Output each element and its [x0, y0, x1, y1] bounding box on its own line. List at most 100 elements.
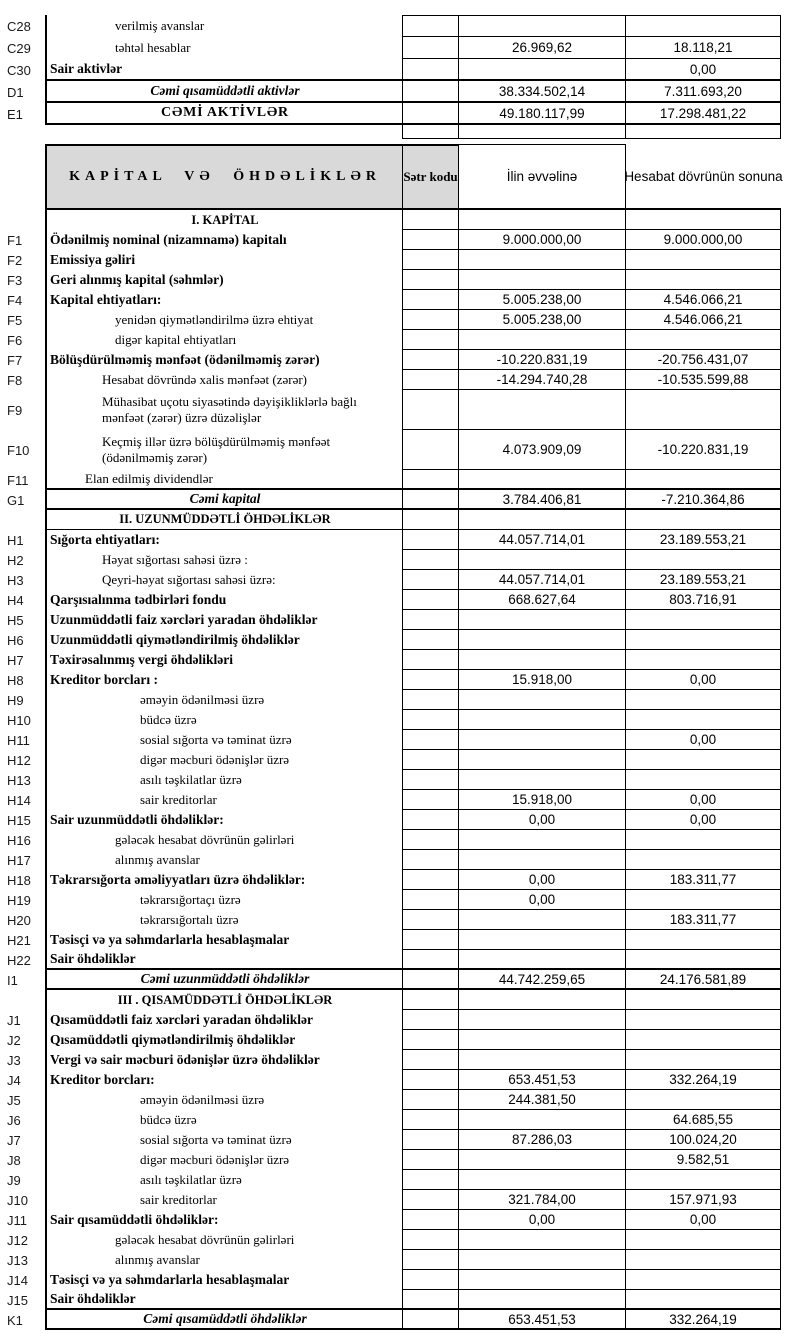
setr-kodu-cell: [402, 310, 458, 330]
row-description: Kreditor borcları:: [45, 1070, 402, 1090]
table-row: [0, 125, 800, 139]
table-row: J1 Qısamüddətli faiz xərcləri yaradan öhd…: [0, 1010, 800, 1030]
value-hesabat-sonuna: 803.716,91: [625, 590, 781, 610]
value-hesabat-sonuna: [625, 550, 781, 570]
setr-kodu-cell: [402, 290, 458, 310]
setr-kodu-cell: [402, 1030, 458, 1050]
setr-kodu-cell: [402, 430, 458, 470]
value-hesabat-sonuna: [625, 390, 781, 430]
row-code: H8: [7, 672, 24, 688]
table-row: J11 Sair qısamüddətli öhdəliklər: 0,00 0,00: [0, 1210, 800, 1230]
row-code: E1: [7, 106, 23, 122]
table-row: K1 Cəmi qısamüddətli öhdəliklər 653.451,53…: [0, 1310, 800, 1330]
row-description: Uzunmüddətli faiz xərcləri yaradan öhdəl…: [45, 610, 402, 630]
value-ilin-evveline: [458, 910, 625, 930]
setr-kodu-cell: [402, 550, 458, 570]
value-hesabat-sonuna: [625, 830, 781, 850]
table-row: H14 sair kreditorlar 15.918,00 0,00: [0, 790, 800, 810]
setr-kodu-cell: [402, 910, 458, 930]
row-description: asılı təşkilatlar üzrə: [45, 1170, 402, 1190]
row-description: Uzunmüddətli qiymətləndirilmiş öhdəliklə…: [45, 630, 402, 650]
row-description: Sair öhdəliklər: [45, 1290, 402, 1310]
value-ilin-evveline: [458, 850, 625, 870]
setr-kodu-cell: [402, 810, 458, 830]
table-row: I. KAPİTAL: [0, 210, 800, 230]
value-ilin-evveline: [458, 710, 625, 730]
setr-kodu-cell: [402, 1170, 458, 1190]
setr-kodu-cell: [402, 37, 458, 59]
table-row: J15 Sair öhdəliklər: [0, 1290, 800, 1310]
row-code: F1: [7, 232, 23, 248]
row-description: Təxirəsalınmış vergi öhdəlikləri: [45, 650, 402, 670]
row-description: sosial sığorta və təminat üzrə: [45, 730, 402, 750]
row-description: alınmış avanslar: [45, 1250, 402, 1270]
row-code: J2: [7, 1032, 21, 1048]
value-hesabat-sonuna: 100.024,20: [625, 1130, 781, 1150]
setr-kodu-cell: [402, 390, 458, 430]
table-row: J6 büdcə üzrə 64.685,55: [0, 1110, 800, 1130]
value-ilin-evveline: -14.294.740,28: [458, 370, 625, 390]
setr-kodu-cell: [402, 970, 458, 990]
row-description: gələcək hesabat dövrünün gəlirləri: [45, 830, 402, 850]
setr-kodu-cell: [402, 610, 458, 630]
row-code: J12: [7, 1232, 28, 1248]
table-row: H1 Sığorta ehtiyatları: 44.057.714,01 23.18…: [0, 530, 800, 550]
value-ilin-evveline: 0,00: [458, 810, 625, 830]
row-code: J4: [7, 1072, 21, 1088]
value-ilin-evveline: [458, 730, 625, 750]
value-hesabat-sonuna: [625, 15, 781, 37]
value-hesabat-sonuna: [625, 850, 781, 870]
row-code: J8: [7, 1152, 21, 1168]
table-row: J13 alınmış avanslar: [0, 1250, 800, 1270]
value-ilin-evveline: -10.220.831,19: [458, 350, 625, 370]
value-hesabat-sonuna: [625, 1010, 781, 1030]
row-code: F7: [7, 352, 23, 368]
value-hesabat-sonuna: [625, 250, 781, 270]
value-hesabat-sonuna: 183.311,77: [625, 910, 781, 930]
table-row: H7 Təxirəsalınmış vergi öhdəlikləri: [0, 650, 800, 670]
value-hesabat-sonuna: 7.311.693,20: [625, 81, 781, 103]
table-row: F8 Hesabat dövründə xalis mənfəət (zərər)…: [0, 370, 800, 390]
row-code: H17: [7, 852, 31, 868]
row-code: F9: [7, 402, 23, 418]
setr-kodu-cell: [402, 1310, 458, 1330]
setr-kodu-cell: [402, 1190, 458, 1210]
value-ilin-evveline: 653.451,53: [458, 1070, 625, 1090]
row-code: G1: [7, 492, 25, 508]
value-ilin-evveline: [458, 390, 625, 430]
value-hesabat-sonuna: 4.546.066,21: [625, 290, 781, 310]
table-row: I1 Cəmi uzunmüddətli öhdəliklər 44.742.259…: [0, 970, 800, 990]
value-ilin-evveline: [458, 510, 625, 530]
row-code: H6: [7, 632, 24, 648]
value-hesabat-sonuna: 9.000.000,00: [625, 230, 781, 250]
value-ilin-evveline: [458, 1110, 625, 1130]
row-description: Elan edilmiş dividendlər: [45, 470, 402, 490]
table-row: J5 əməyin ödənilməsi üzrə 244.381,50: [0, 1090, 800, 1110]
table-row: H4 Qarşısıalınma tədbirləri fondu 668.627,…: [0, 590, 800, 610]
value-ilin-evveline: 321.784,00: [458, 1190, 625, 1210]
table-row: J8 digər məcburi ödənişlər üzrə 9.582,51: [0, 1150, 800, 1170]
setr-kodu-cell: [402, 590, 458, 610]
setr-kodu-cell: [402, 103, 458, 125]
row-description: III . QISAMÜDDƏTLİ ÖHDƏLİKLƏR: [45, 990, 402, 1010]
value-ilin-evveline: 5.005.238,00: [458, 290, 625, 310]
value-hesabat-sonuna: -10.220.831,19: [625, 430, 781, 470]
row-description: Bölüşdürülməmiş mənfəət (ödənilməmiş zər…: [45, 350, 402, 370]
value-ilin-evveline: [458, 990, 625, 1010]
setr-kodu-cell: [402, 930, 458, 950]
value-ilin-evveline: 44.057.714,01: [458, 530, 625, 550]
value-ilin-evveline: [458, 1010, 625, 1030]
table-row: J12 gələcək hesabat dövrünün gəlirləri: [0, 1230, 800, 1250]
row-code: H20: [7, 912, 31, 928]
value-ilin-evveline: 3.784.406,81: [458, 490, 625, 510]
row-code: H7: [7, 652, 24, 668]
row-description: təkrarsığortaçı üzrə: [45, 890, 402, 910]
table-row: H3 Qeyri-həyat sığortası sahəsi üzrə: 44.0…: [0, 570, 800, 590]
setr-kodu-cell: [402, 870, 458, 890]
row-code: H21: [7, 932, 31, 948]
value-hesabat-sonuna: 0,00: [625, 790, 781, 810]
row-code: C29: [7, 40, 31, 56]
value-hesabat-sonuna: 24.176.581,89: [625, 970, 781, 990]
row-code: J15: [7, 1292, 28, 1308]
value-ilin-evveline: 0,00: [458, 1210, 625, 1230]
